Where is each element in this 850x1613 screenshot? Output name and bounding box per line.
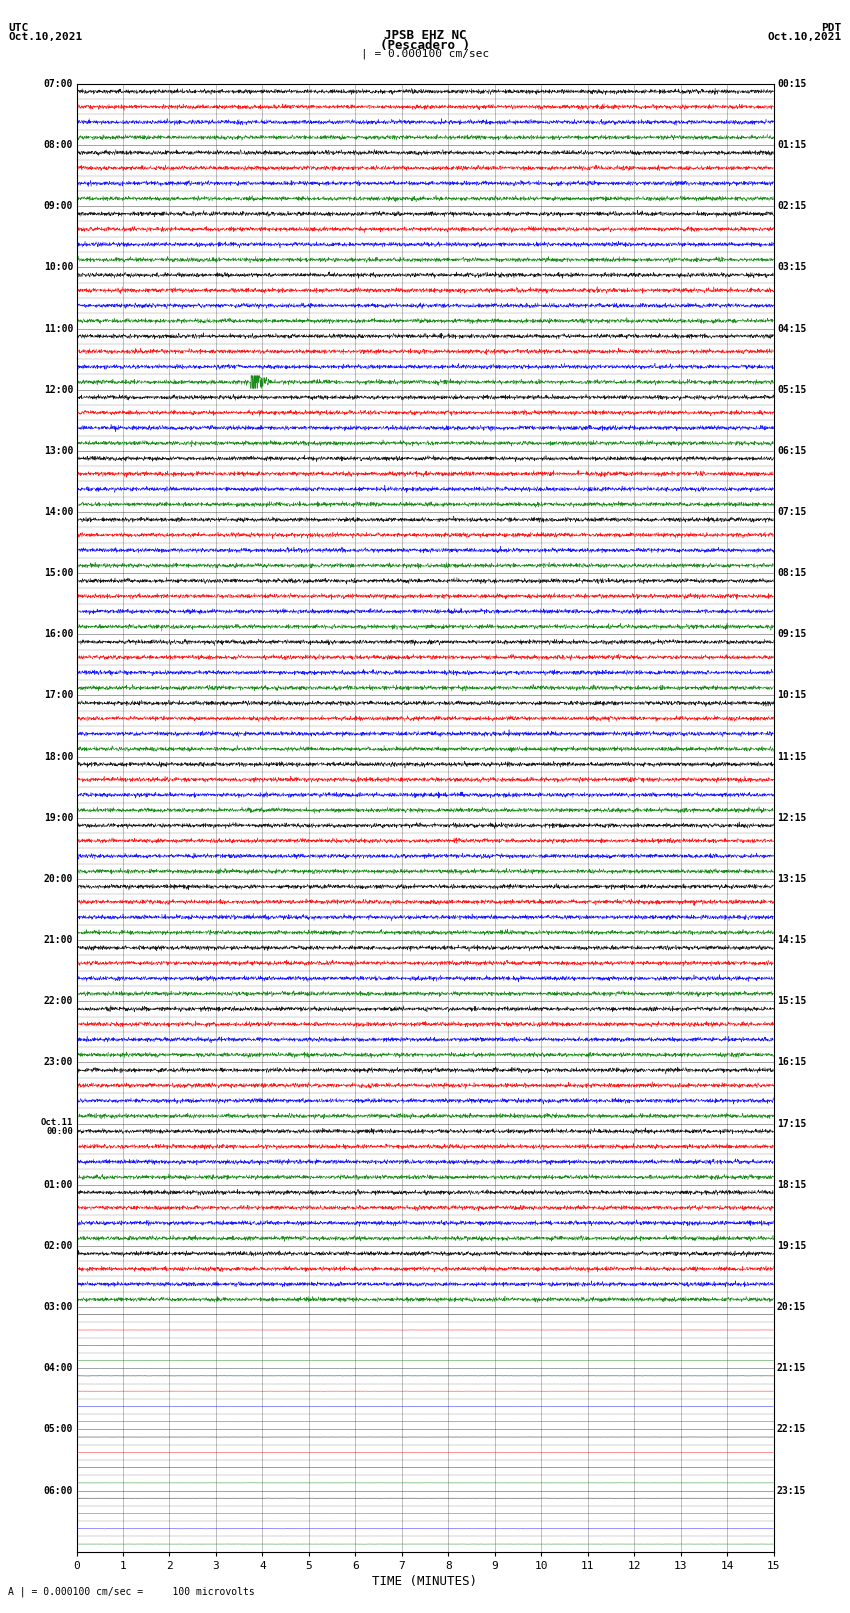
Text: 14:00: 14:00 [43, 506, 73, 518]
Text: 12:15: 12:15 [777, 813, 807, 823]
Text: 07:00: 07:00 [43, 79, 73, 89]
Text: 19:00: 19:00 [43, 813, 73, 823]
Text: PDT: PDT [821, 23, 842, 32]
Text: 03:15: 03:15 [777, 263, 807, 273]
Text: Oct.10,2021: Oct.10,2021 [768, 32, 842, 42]
Text: 10:15: 10:15 [777, 690, 807, 700]
Text: | = 0.000100 cm/sec: | = 0.000100 cm/sec [361, 48, 489, 60]
Text: 08:15: 08:15 [777, 568, 807, 577]
Text: (Pescadero ): (Pescadero ) [380, 39, 470, 52]
Text: 09:00: 09:00 [43, 202, 73, 211]
Text: 13:00: 13:00 [43, 445, 73, 456]
X-axis label: TIME (MINUTES): TIME (MINUTES) [372, 1574, 478, 1587]
Text: 00:00: 00:00 [46, 1127, 73, 1136]
Text: 10:00: 10:00 [43, 263, 73, 273]
Text: 17:00: 17:00 [43, 690, 73, 700]
Text: 16:15: 16:15 [777, 1058, 807, 1068]
Text: 18:00: 18:00 [43, 752, 73, 761]
Text: 13:15: 13:15 [777, 874, 807, 884]
Text: 02:00: 02:00 [43, 1240, 73, 1252]
Text: Oct.11: Oct.11 [41, 1118, 73, 1127]
Text: A | = 0.000100 cm/sec =     100 microvolts: A | = 0.000100 cm/sec = 100 microvolts [8, 1586, 255, 1597]
Text: 07:15: 07:15 [777, 506, 807, 518]
Text: 02:15: 02:15 [777, 202, 807, 211]
Text: 15:15: 15:15 [777, 997, 807, 1007]
Text: 16:00: 16:00 [43, 629, 73, 639]
Text: 00:15: 00:15 [777, 79, 807, 89]
Text: 01:15: 01:15 [777, 140, 807, 150]
Text: 06:15: 06:15 [777, 445, 807, 456]
Text: 05:00: 05:00 [43, 1424, 73, 1434]
Text: 05:15: 05:15 [777, 384, 807, 395]
Text: 22:15: 22:15 [777, 1424, 807, 1434]
Text: 08:00: 08:00 [43, 140, 73, 150]
Text: 03:00: 03:00 [43, 1302, 73, 1311]
Text: 11:15: 11:15 [777, 752, 807, 761]
Text: 11:00: 11:00 [43, 324, 73, 334]
Text: 04:15: 04:15 [777, 324, 807, 334]
Text: JPSB EHZ NC: JPSB EHZ NC [383, 29, 467, 42]
Text: 20:00: 20:00 [43, 874, 73, 884]
Text: 21:00: 21:00 [43, 936, 73, 945]
Text: 09:15: 09:15 [777, 629, 807, 639]
Text: 06:00: 06:00 [43, 1486, 73, 1495]
Text: UTC: UTC [8, 23, 29, 32]
Text: 21:15: 21:15 [777, 1363, 807, 1373]
Text: Oct.10,2021: Oct.10,2021 [8, 32, 82, 42]
Text: 14:15: 14:15 [777, 936, 807, 945]
Text: 15:00: 15:00 [43, 568, 73, 577]
Text: 19:15: 19:15 [777, 1240, 807, 1252]
Text: 23:15: 23:15 [777, 1486, 807, 1495]
Text: 20:15: 20:15 [777, 1302, 807, 1311]
Text: 17:15: 17:15 [777, 1118, 807, 1129]
Text: 22:00: 22:00 [43, 997, 73, 1007]
Text: 04:00: 04:00 [43, 1363, 73, 1373]
Text: 23:00: 23:00 [43, 1058, 73, 1068]
Text: 01:00: 01:00 [43, 1179, 73, 1190]
Text: 12:00: 12:00 [43, 384, 73, 395]
Text: 18:15: 18:15 [777, 1179, 807, 1190]
